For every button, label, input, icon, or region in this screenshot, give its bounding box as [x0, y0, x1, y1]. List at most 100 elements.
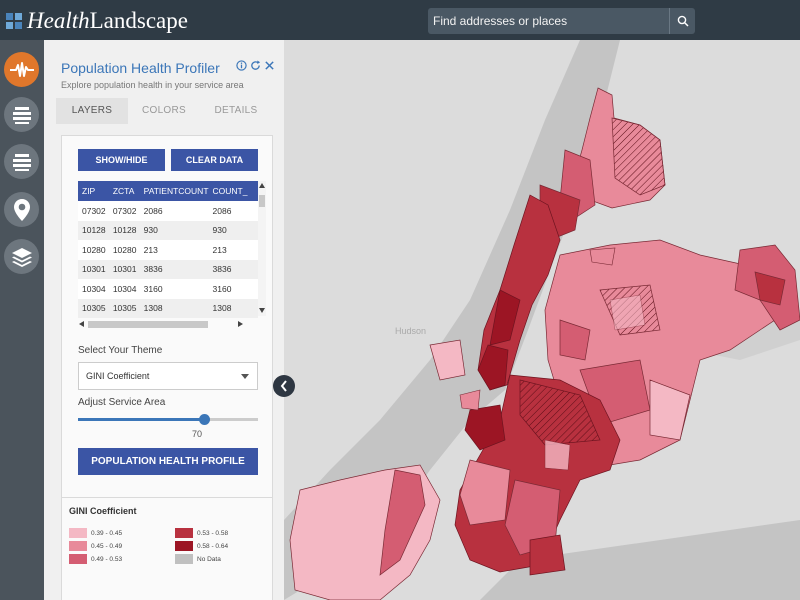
map-region[interactable] — [429, 339, 466, 381]
logo-grid-icon — [6, 13, 22, 29]
legend-item: No Data — [175, 554, 221, 564]
table-row[interactable]: 10301 10301 3836 3836 — [78, 259, 258, 279]
profiler-panel: Population Health Profiler Explore popul… — [44, 40, 284, 600]
map-region[interactable] — [609, 294, 646, 331]
panel-subtitle: Explore population health in your servic… — [61, 80, 244, 90]
legend-item: 0.49 - 0.53 — [69, 554, 122, 564]
search-icon — [677, 15, 689, 27]
table-cell: 213 — [208, 240, 258, 260]
table-cell: 3160 — [139, 279, 209, 299]
tab-details[interactable]: DETAILS — [214, 105, 258, 116]
map-region-brooklyn-hatched[interactable] — [519, 379, 601, 446]
legend-swatch — [175, 541, 193, 551]
scroll-down-arrow-icon[interactable] — [259, 308, 265, 313]
table-row[interactable]: 10128 10128 930 930 — [78, 220, 258, 240]
table-row[interactable]: 10305 10305 1308 1308 — [78, 298, 258, 318]
show-hide-button[interactable]: SHOW/HIDE — [78, 149, 165, 171]
table-vertical-scrollbar[interactable] — [258, 181, 266, 316]
column-header-count[interactable]: COUNT_ — [208, 181, 258, 201]
theme-select-value: GINI Coefficient — [86, 371, 150, 381]
refresh-icon[interactable] — [250, 60, 261, 71]
clear-data-button[interactable]: CLEAR DATA — [171, 149, 258, 171]
service-area-value: 70 — [192, 429, 203, 439]
service-area-slider[interactable] — [78, 414, 258, 425]
table-row[interactable]: 10280 10280 213 213 — [78, 240, 258, 260]
close-icon[interactable] — [264, 60, 275, 71]
table-cell: 3836 — [139, 259, 209, 279]
population-health-profile-button[interactable]: POPULATION HEALTH PROFILE — [78, 448, 258, 475]
choropleth-map[interactable]: Hudson — [284, 40, 800, 600]
legend-label: No Data — [197, 555, 221, 563]
map-region[interactable] — [459, 389, 481, 411]
table-row[interactable]: 10304 10304 3160 3160 — [78, 279, 258, 299]
legend-item: 0.53 - 0.58 — [175, 528, 228, 538]
legend-title: GINI Coefficient — [69, 506, 137, 516]
table-header-row: ZIP ZCTA PATIENTCOUNT COUNT_ — [78, 181, 258, 201]
horizontal-scroll-thumb[interactable] — [88, 321, 208, 328]
table-row[interactable]: 07302 07302 2086 2086 — [78, 201, 258, 221]
map-region[interactable] — [459, 459, 511, 526]
table-cell: 1308 — [208, 298, 258, 318]
legend-label: 0.49 - 0.53 — [91, 555, 123, 563]
legend-label: 0.53 - 0.58 — [197, 529, 229, 537]
table-cell: 213 — [139, 240, 209, 260]
table-cell: 2086 — [208, 201, 258, 221]
map-region[interactable] — [754, 271, 786, 306]
layers-stack-icon — [12, 106, 31, 124]
column-header-patientcount[interactable]: PATIENTCOUNT — [139, 181, 209, 201]
map-region[interactable] — [649, 379, 691, 441]
map-region[interactable] — [379, 469, 426, 576]
patient-table: ZIP ZCTA PATIENTCOUNT COUNT_ 07302 07302… — [78, 181, 258, 318]
legend-swatch — [175, 528, 193, 538]
top-bar: HealthLandscape — [0, 0, 800, 40]
map-region-bronx-hatched[interactable] — [611, 117, 666, 196]
table-cell: 10305 — [78, 298, 109, 318]
logo-landscape-text: Landscape — [89, 8, 188, 33]
map-region[interactable] — [529, 534, 566, 576]
search-button[interactable] — [669, 8, 695, 34]
tab-colors[interactable]: COLORS — [141, 105, 187, 116]
rail-button-basemap-layers[interactable] — [4, 239, 39, 274]
table-cell: 07302 — [78, 201, 109, 221]
table-cell: 10305 — [108, 298, 140, 318]
column-header-zcta[interactable]: ZCTA — [108, 181, 140, 201]
tab-layers[interactable]: LAYERS — [56, 98, 128, 124]
info-icon[interactable] — [236, 60, 247, 71]
map-view[interactable]: Hudson — [284, 40, 800, 600]
app-logo[interactable]: HealthLandscape — [6, 8, 188, 34]
vertical-scroll-thumb[interactable] — [259, 195, 265, 207]
layers-icon — [11, 247, 32, 267]
rail-button-data-layers[interactable] — [4, 97, 39, 132]
table-cell: 930 — [208, 220, 258, 240]
legend-swatch — [69, 528, 87, 538]
theme-select[interactable]: GINI Coefficient — [78, 362, 258, 390]
chevron-left-icon — [280, 380, 287, 392]
scroll-left-arrow-icon[interactable] — [79, 321, 84, 327]
map-region[interactable] — [589, 247, 616, 266]
table-horizontal-scrollbar[interactable] — [78, 319, 258, 329]
scroll-up-arrow-icon[interactable] — [259, 183, 265, 188]
rail-button-health-profiler[interactable] — [4, 52, 39, 87]
map-region[interactable] — [489, 289, 521, 346]
table-cell: 10304 — [108, 279, 140, 299]
layers-card: SHOW/HIDE CLEAR DATA ZIP ZCTA PATIENTCOU… — [61, 135, 273, 522]
map-region[interactable] — [559, 319, 591, 361]
panel-title: Population Health Profiler — [61, 60, 220, 76]
rail-button-locations[interactable] — [4, 192, 39, 227]
collapse-panel-button[interactable] — [273, 375, 295, 397]
table-cell: 10280 — [108, 240, 140, 260]
scroll-right-arrow-icon[interactable] — [238, 321, 243, 327]
rail-button-data-layers-2[interactable] — [4, 144, 39, 179]
search-input[interactable] — [428, 8, 668, 34]
map-region[interactable] — [464, 404, 506, 451]
column-header-zip[interactable]: ZIP — [78, 181, 109, 201]
slider-thumb[interactable] — [199, 414, 210, 425]
legend-swatch — [175, 554, 193, 564]
logo-text: HealthLandscape — [27, 8, 188, 34]
chevron-down-icon — [241, 374, 249, 379]
map-region[interactable] — [477, 344, 509, 391]
bay-water — [480, 520, 800, 600]
map-region[interactable] — [544, 439, 571, 471]
table-cell: 10128 — [78, 220, 109, 240]
tool-rail — [0, 40, 44, 600]
